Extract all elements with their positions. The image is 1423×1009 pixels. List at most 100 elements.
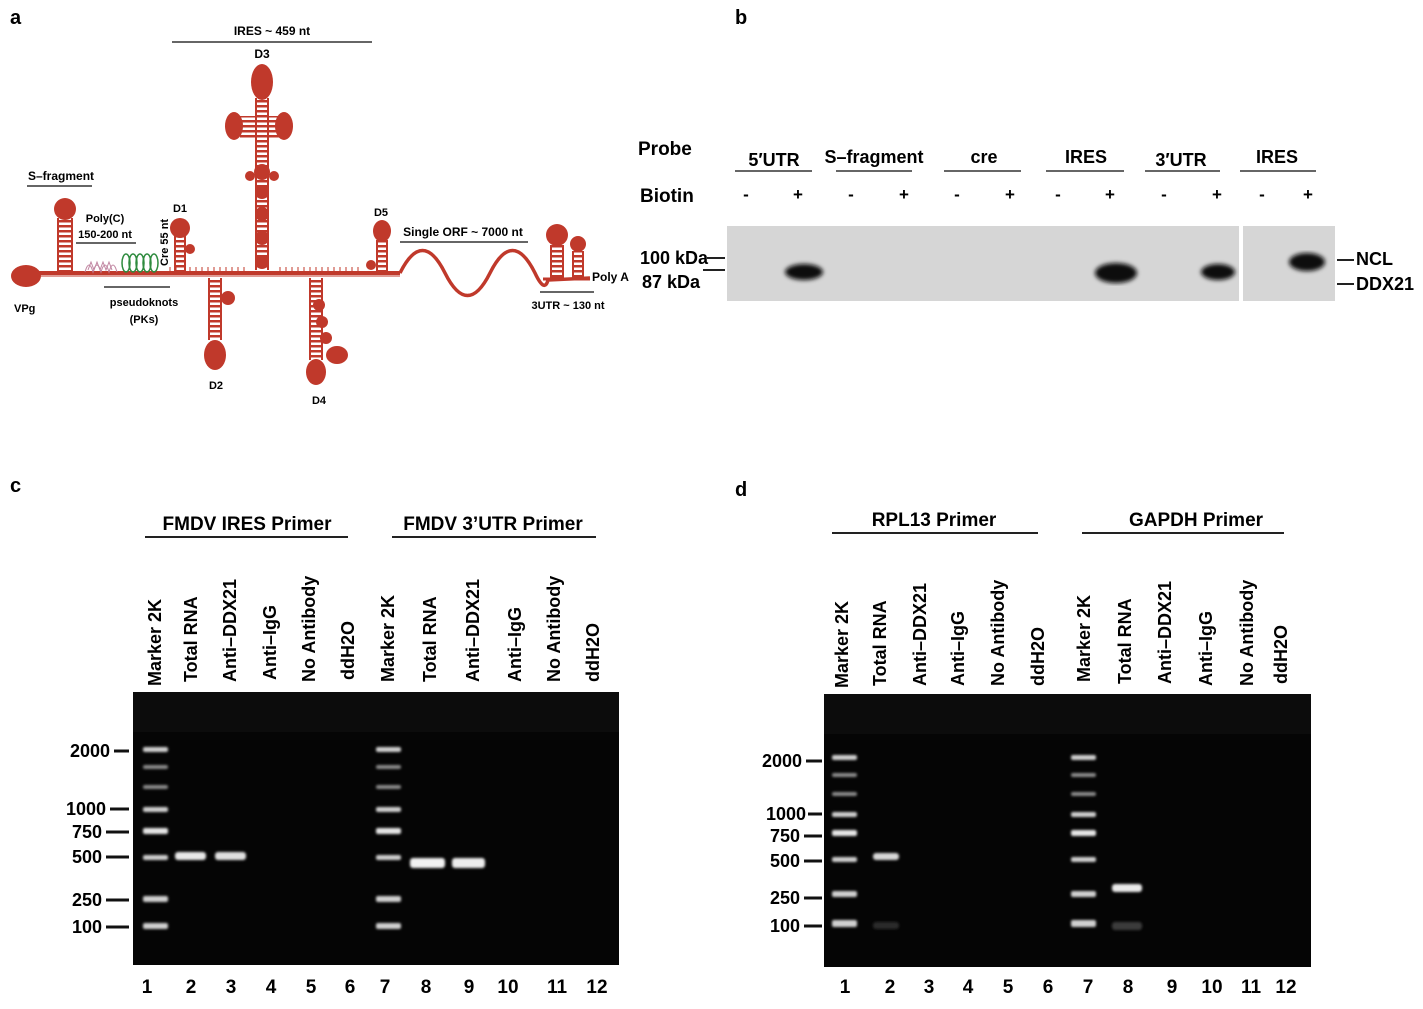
d5-label: D5 (374, 207, 388, 219)
pseudoknots-label: pseudoknots (110, 297, 178, 309)
ladder-label: 100 (72, 917, 102, 937)
probe-label: Probe (638, 139, 692, 160)
panel-b-blot: Probe Biotin 5′UTR S–fragment cre IRES 3… (638, 139, 1414, 301)
lane-number: 12 (586, 977, 607, 998)
lane-number: 9 (1167, 977, 1178, 998)
panel-a-schematic: IRES ~ 459 nt D3 VPg S–fragment (11, 24, 629, 407)
primer-label-fmdv-ires: FMDV IRES Primer (163, 514, 333, 535)
ladder-label: 2000 (762, 751, 802, 771)
lane-number: 4 (266, 977, 277, 998)
vpg-label: VPg (14, 303, 35, 315)
ladder-label: 1000 (66, 799, 106, 819)
ladder-label: 2000 (70, 741, 110, 761)
biotin-sign: + (1105, 185, 1115, 204)
gel-image (824, 694, 1311, 967)
biotin-sign: - (1259, 185, 1265, 204)
ladder-label: 750 (770, 826, 800, 846)
ladder-label: 250 (770, 888, 800, 908)
lane-number: 11 (547, 977, 568, 998)
lane-label: Marker 2K (378, 595, 398, 682)
blot-band (1289, 253, 1325, 271)
d3-label: D3 (254, 47, 270, 61)
ladder-label: 1000 (766, 804, 806, 824)
lane-label: Total RNA (181, 596, 201, 682)
lane-label: ddH2O (1028, 627, 1048, 686)
lane-number: 1 (840, 977, 851, 998)
lane-label: Anti–IgG (260, 605, 280, 680)
d1-label: D1 (173, 203, 187, 215)
biotin-sign: + (1303, 185, 1313, 204)
band-label-ncl: NCL (1356, 249, 1393, 269)
lane-label: No Antibody (988, 580, 1008, 686)
lane-label: ddH2O (583, 623, 603, 682)
panel-d-gel: RPL13 Primer GAPDH Primer Marker 2K Tota… (762, 510, 1311, 998)
biotin-sign: + (1005, 185, 1015, 204)
polya-label: Poly A (592, 270, 629, 284)
lane-label: Anti–DDX21 (910, 583, 930, 686)
lane-number: 12 (1275, 977, 1296, 998)
d4-label: D4 (312, 395, 327, 407)
s-fragment-label: S–fragment (28, 169, 94, 183)
d2-label: D2 (209, 380, 223, 392)
probe-3utr: 3′UTR (1155, 150, 1206, 170)
ladder-label: 500 (770, 851, 800, 871)
primer-label-gapdh: GAPDH Primer (1129, 510, 1264, 531)
marker-87kda: 87 kDa (642, 272, 701, 292)
panel-letter-a: a (10, 7, 22, 29)
biotin-sign: - (848, 185, 854, 204)
probe-s-fragment: S–fragment (824, 147, 923, 167)
lane-number: 6 (345, 977, 356, 998)
probe-ires-2: IRES (1256, 147, 1298, 167)
lane-label: Anti–IgG (1196, 611, 1216, 686)
polyc-label: Poly(C) (86, 213, 125, 225)
marker-100kda: 100 kDa (640, 248, 709, 268)
biotin-sign: - (1161, 185, 1167, 204)
lane-number: 8 (421, 977, 432, 998)
biotin-sign: - (954, 185, 960, 204)
panel-letter-c: c (10, 475, 21, 497)
cre-label: Cre 55 nt (159, 219, 171, 266)
lane-number: 10 (497, 977, 518, 998)
ladder-label: 500 (72, 847, 102, 867)
pseudoknots-abbr-label: (PKs) (130, 314, 159, 326)
orf-label: Single ORF ~ 7000 nt (403, 225, 523, 239)
lane-number: 8 (1123, 977, 1134, 998)
lane-label: Anti–IgG (948, 611, 968, 686)
polyc-length-label: 150-200 nt (78, 229, 132, 241)
lane-number: 5 (1003, 977, 1014, 998)
primer-label-rpl13: RPL13 Primer (872, 510, 997, 531)
lane-label: Total RNA (420, 596, 440, 682)
blot-band (1201, 264, 1235, 280)
lane-label: Anti–DDX21 (1155, 581, 1175, 684)
lane-label: ddH2O (1271, 625, 1291, 684)
lane-label: No Antibody (299, 576, 319, 682)
biotin-label: Biotin (640, 186, 694, 207)
biotin-sign: - (743, 185, 749, 204)
gel-image (133, 692, 619, 965)
lane-number: 10 (1201, 977, 1222, 998)
lane-number: 2 (186, 977, 197, 998)
blot-band (1095, 263, 1137, 283)
blot-band (785, 264, 823, 280)
lane-label: Anti–DDX21 (220, 579, 240, 682)
lane-label: Marker 2K (1074, 595, 1094, 682)
ires-length-label: IRES ~ 459 nt (234, 24, 310, 38)
lane-label: Anti–IgG (505, 607, 525, 682)
lane-label: Anti–DDX21 (463, 579, 483, 682)
lane-number: 11 (1241, 977, 1262, 998)
biotin-sign: + (1212, 185, 1222, 204)
lane-label: Total RNA (870, 600, 890, 686)
panel-letter-b: b (735, 7, 747, 29)
biotin-sign: + (793, 185, 803, 204)
lane-label: Marker 2K (145, 599, 165, 686)
lane-label: Marker 2K (832, 601, 852, 688)
probe-cre: cre (970, 147, 997, 167)
probe-5utr: 5′UTR (748, 150, 799, 170)
ladder-label: 250 (72, 890, 102, 910)
lane-number: 7 (380, 977, 391, 998)
lane-label: No Antibody (544, 576, 564, 682)
ladder-label: 100 (770, 916, 800, 936)
lane-number: 9 (464, 977, 475, 998)
lane-number: 1 (142, 977, 153, 998)
